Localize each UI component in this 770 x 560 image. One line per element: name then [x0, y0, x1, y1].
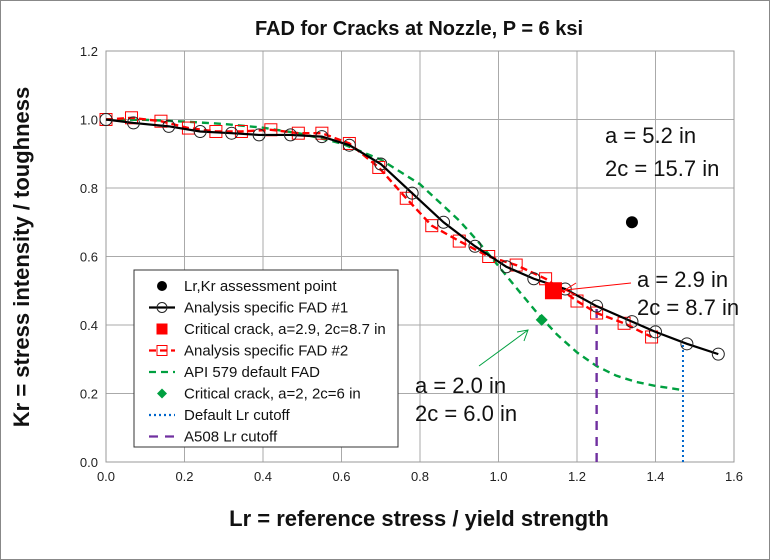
legend-item: API 579 default FAD [149, 364, 320, 381]
legend-item: Critical crack, a=2, 2c=6 in [157, 386, 361, 403]
data-point-circle [193, 124, 207, 138]
series-lr-kr-assessment-point [625, 216, 638, 229]
data-point-dot [157, 281, 167, 291]
y-tick-label: 1.0 [80, 113, 98, 128]
data-point-circle [99, 113, 113, 126]
annotation-5-2: a = 5.2 in 2c = 15.7 in [605, 123, 719, 181]
series-line [105, 118, 719, 356]
x-axis-label: Lr = reference stress / yield strength [229, 506, 609, 531]
data-point-circle [225, 126, 239, 140]
data-point-square [291, 126, 305, 140]
annotation-line: 2c = 15.7 in [605, 156, 719, 181]
data-point-diamond [157, 388, 167, 399]
annotation-line: 2c = 6.0 in [415, 401, 517, 426]
x-tick-label: 0.0 [97, 469, 115, 484]
data-point-circle [405, 186, 419, 200]
red-arrow [564, 282, 632, 291]
data-point-circle [342, 138, 356, 152]
legend-label: Lr,Kr assessment point [184, 278, 337, 295]
y-tick-label: 0.8 [80, 181, 98, 196]
data-point-circle [499, 260, 513, 274]
x-tick-label: 1.2 [568, 469, 586, 484]
data-point-circle [527, 272, 541, 286]
y-axis-label: Kr = stress intensity / toughness [9, 87, 34, 427]
series-critical-crack-a-2-2c-6-in [535, 313, 548, 326]
data-point-circle [625, 315, 639, 329]
series-layer [99, 111, 725, 462]
x-tick-label: 1.0 [489, 469, 507, 484]
data-point-circle [283, 128, 297, 142]
annotation-2-9: a = 2.9 in 2c = 8.7 in [563, 267, 739, 320]
annotation-line: 2c = 8.7 in [637, 295, 739, 320]
y-tick-label: 0.6 [80, 250, 98, 265]
series-api-579-default-fad [105, 118, 684, 392]
data-point-circle [437, 215, 451, 229]
data-point-square [544, 282, 562, 300]
data-point-circle [649, 325, 662, 339]
data-point-circle [680, 337, 694, 351]
data-point-circle [711, 347, 725, 361]
legend-box [133, 269, 399, 448]
data-point-square [482, 250, 496, 263]
x-tick-label: 0.8 [411, 469, 429, 484]
legend-item: Analysis specific FAD #1 [149, 300, 348, 317]
legend-item: Critical crack, a=2.9, 2c=8.7 in [156, 321, 386, 338]
annotation-2-0: a = 2.0 in 2c = 6.0 in [415, 329, 529, 426]
data-point-circle [156, 302, 168, 313]
data-point-circle [590, 299, 604, 313]
series-analysis-specific-fad-1 [99, 113, 725, 361]
data-point-square [156, 345, 168, 356]
data-point-circle [315, 130, 329, 144]
legend-label: Critical crack, a=2, 2c=6 in [184, 386, 361, 403]
legend-item: A508 Lr cutoff [149, 429, 278, 446]
data-point-circle [468, 239, 482, 253]
tick-labels: 0.0 0.2 0.4 0.6 0.8 1.0 1.2 1.4 1.6 0.0 0.2 0.4 0.6 0… [80, 44, 743, 484]
y-tick-label: 1.2 [80, 44, 98, 59]
annotation-line: a = 2.9 in [637, 267, 728, 292]
y-tick-label: 0.2 [80, 387, 98, 402]
legend-label: API 579 default FAD [184, 364, 320, 381]
x-tick-label: 0.2 [175, 469, 193, 484]
annotation-line: a = 5.2 in [605, 123, 696, 148]
data-point-square [154, 114, 168, 128]
legend-item: Default Lr cutoff [149, 407, 290, 424]
y-tick-label: 0.0 [80, 455, 98, 470]
legend-label: Critical crack, a=2.9, 2c=8.7 in [184, 321, 386, 338]
legend-label: Default Lr cutoff [184, 407, 290, 424]
x-tick-label: 1.6 [725, 469, 743, 484]
series-line [105, 118, 684, 392]
data-point-circle [126, 116, 140, 130]
series-critical-crack-a-2-9-2c-8-7-in [544, 282, 562, 300]
legend-item: Analysis specific FAD #2 [149, 343, 348, 360]
green-arrow [478, 329, 529, 367]
data-point-circle [162, 119, 176, 133]
legend: Lr,Kr assessment point Analysis specific … [133, 269, 399, 448]
data-point-square [425, 219, 439, 233]
y-tick-label: 0.4 [80, 318, 98, 333]
green-arrowhead [516, 329, 529, 342]
data-point-square [234, 124, 248, 138]
plot-area-border [105, 50, 735, 463]
x-tick-label: 1.4 [646, 469, 664, 484]
series-line [105, 116, 653, 339]
data-point-diamond [535, 313, 548, 326]
legend-label: Analysis specific FAD #1 [184, 300, 348, 317]
data-point-circle [252, 128, 266, 142]
red-arrowhead [563, 282, 577, 296]
x-tick-label: 0.6 [332, 469, 350, 484]
data-point-circle [374, 157, 388, 171]
data-point-square [315, 126, 329, 140]
data-point-square [156, 323, 168, 335]
legend-label: Analysis specific FAD #2 [184, 343, 348, 360]
legend-label: A508 Lr cutoff [184, 429, 278, 446]
chart-title: FAD for Cracks at Nozzle, P = 6 ksi [255, 18, 583, 40]
legend-item: Lr,Kr assessment point [157, 278, 337, 295]
data-point-dot [625, 216, 638, 229]
annotation-line: a = 2.0 in [415, 373, 506, 398]
x-tick-label: 0.4 [254, 469, 272, 484]
